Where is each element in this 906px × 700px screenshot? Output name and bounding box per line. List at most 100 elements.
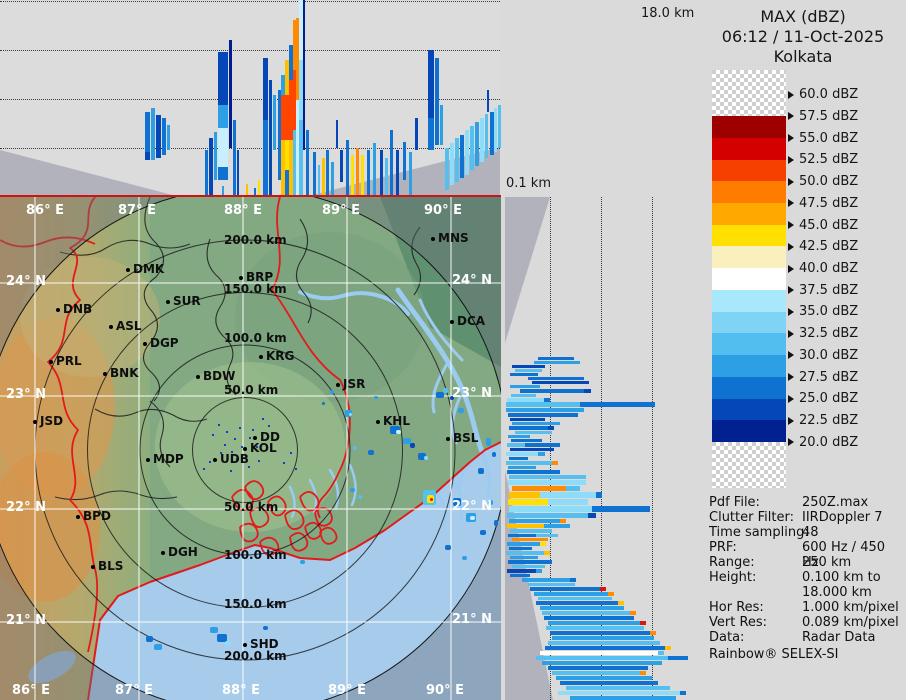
ns-profile-bar-segment [640,671,646,675]
metadata-value: 250 km [802,555,852,570]
ns-profile-bar-segment [650,631,656,635]
ns-profile-bar-segment [506,408,584,412]
radar-echo [443,388,448,393]
tick-label: 55.0 dBZ [799,130,859,146]
lat-label-right: 23° N [452,386,492,401]
ew-profile-bar-segment [498,105,501,148]
tick-arrow-icon [788,416,794,425]
city-label: BNK [110,366,139,380]
ew-profile-bar-segment [218,167,228,180]
ew-profile-bar-segment [218,52,228,105]
tick-label: 25.0 dBZ [799,391,859,407]
ns-profile-bar-segment [508,499,548,505]
ns-profile-bar-segment [510,448,554,451]
tick-arrow-icon [788,286,794,295]
ew-profile-bar-segment [299,0,303,60]
radar-echo [146,636,153,642]
ew-profile-bar-segment [356,148,359,196]
range-ring-label: 100.0 km [224,548,287,562]
city-dot [243,643,247,647]
radar-echo [480,530,486,535]
lat-label-right: 24° N [452,273,492,288]
legend-band [712,311,786,334]
ns-profile-bar-segment [511,394,536,397]
lat-label-right: 22° N [452,499,492,514]
legend-tick: 32.5 dBZ [788,326,858,342]
ew-profile-bar-segment [218,128,228,167]
ew-profile-bar-segment [237,150,239,196]
ew-profile-bar-segment [313,152,316,196]
radar-echo [353,446,357,450]
ew-profile-bar-segment [475,122,479,166]
ns-profile-bar-segment [507,542,540,546]
ns-profile-bar-segment [512,422,560,425]
ew-profile-bar-segment [445,148,449,190]
radar-echo [349,413,352,416]
ew-profile-bar-segment [440,105,443,145]
legend-tick: 20.0 dBZ [788,434,858,450]
ns-profile-bar-segment [506,402,580,407]
lon-label-top: 88° E [224,203,262,218]
clutter-dot [209,461,211,463]
city-dot [450,320,454,324]
ns-profile-bar-segment [556,676,652,680]
city-label: DMK [133,262,165,276]
lon-label-top: 86° E [26,203,64,218]
tick-label: 30.0 dBZ [799,347,859,363]
clutter-dot [226,431,228,433]
clutter-dot [230,470,232,472]
ew-profile-bar-segment [390,130,393,196]
ns-profile-bar-segment [512,565,545,568]
city-label: DCA [457,314,486,328]
ns-profile-bar-segment [510,529,552,533]
range-ring-label: 50.0 km [224,500,279,514]
legend-overflow-band-low [712,442,786,488]
city-label: BDW [203,369,236,383]
metadata-label: Pdf File: [709,495,760,510]
ew-profile-bar-segment [285,140,289,170]
ns-profile-bar-segment [506,452,538,456]
city-label: KOL [250,441,277,455]
clutter-dot [290,452,292,454]
range-rings [34,239,456,661]
legend-tick: 35.0 dBZ [788,304,858,320]
tick-label: 40.0 dBZ [799,261,859,276]
ew-profile-bar-segment [285,170,289,196]
city-label: SHD [250,637,279,651]
ns-profile-bar-segment [534,592,608,596]
ns-profile-bar-segment [552,636,654,640]
ns-profile-bar-segment [507,470,560,474]
metadata-label: Hor Res: [709,600,764,615]
ns-profile-bar-segment [570,696,676,700]
ew-profile-bar-segment [167,125,170,150]
city-dot [336,383,340,387]
radar-echo [486,438,491,446]
legend-band [712,376,786,399]
ns-profile-bar-segment [596,492,602,498]
ns-profile-bar-segment [509,457,528,460]
ew-profile-bar-segment [460,135,464,178]
ns-profile-bar-segment [520,389,584,393]
tick-arrow-icon [788,264,794,273]
lon-label-top: 89° E [322,203,360,218]
city-dot [103,372,107,376]
tick-label: 52.5 dBZ [799,152,859,168]
ns-profile-bar-segment [507,524,544,528]
legend-band [712,333,786,356]
ew-profile-bar-segment [296,100,299,196]
ns-profile-bar-segment [552,461,558,465]
ns-profile-bar-segment [534,361,580,364]
ns-profile-bar-segment [511,439,542,442]
tick-arrow-icon [788,134,794,143]
ew-profile-bar-segment [367,150,370,196]
metadata-label: PRF: [709,540,737,555]
ew-profile-bar-segment [303,0,305,150]
ns-profile-bar-segment [548,666,648,670]
tick-arrow-icon [788,307,794,316]
city-label: PRL [56,354,82,368]
ns-profile-bar-segment [548,499,588,505]
city-dot [446,437,450,441]
tick-label: 27.5 dBZ [799,369,859,385]
tick-label: 35.0 dBZ [799,304,859,320]
